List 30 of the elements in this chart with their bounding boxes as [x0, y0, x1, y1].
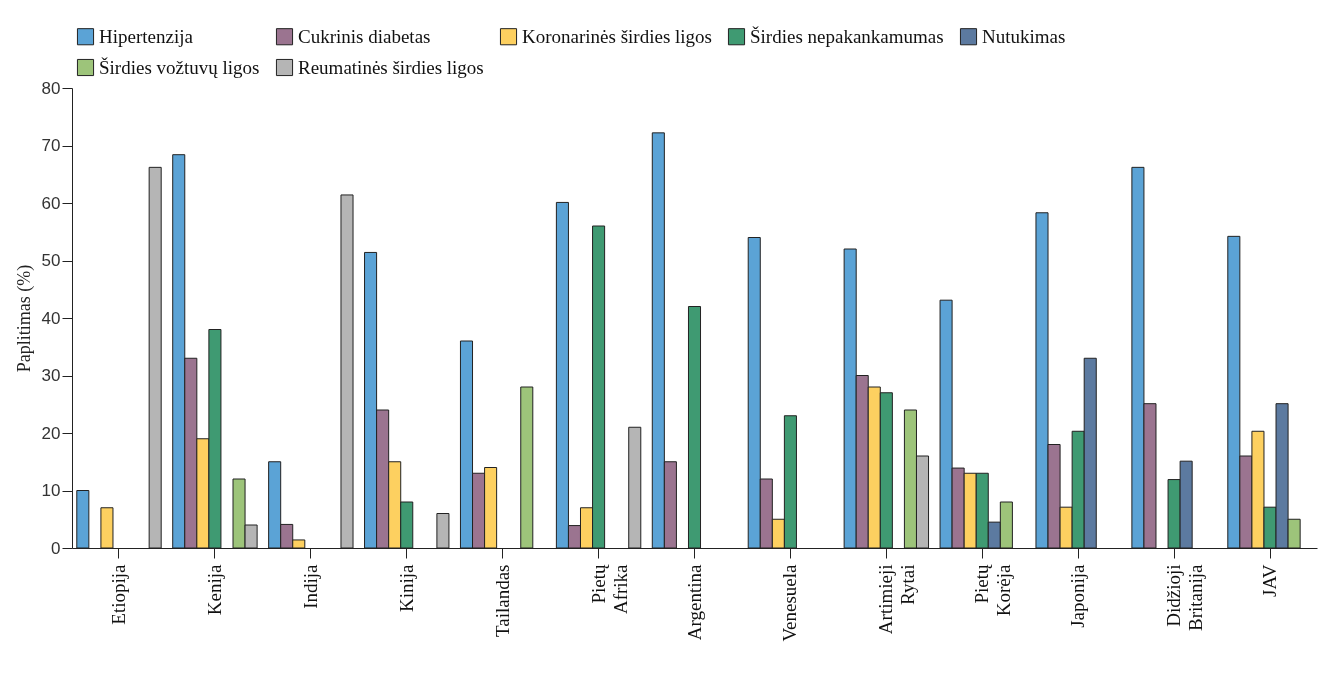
legend-label: Širdies vožtuvų ligos [99, 56, 260, 78]
x-tick-label: Pietų Afrika [587, 563, 631, 615]
x-tick-label: Artimieji Rytai [875, 564, 919, 635]
x-tick-label: Indija [299, 563, 321, 609]
legend-label: Koronarinės širdies ligos [522, 25, 712, 47]
y-tick-label: 40 [41, 308, 61, 328]
y-tick-label: 30 [41, 366, 61, 385]
x-tick-label: Etiopija [108, 563, 129, 625]
y-tick-label: 20 [41, 423, 61, 443]
legend-label: Reumatinės širdies ligos [298, 56, 484, 78]
x-tick-label: Kenija [203, 563, 225, 616]
x-tick-label: Kinija [395, 563, 417, 612]
x-tick-label: Didžioji Britanija [1163, 563, 1207, 631]
y-tick-label: 10 [41, 481, 61, 500]
legend-label: Cukrinis diabetas [298, 25, 431, 47]
x-tick-label: Tailandas [491, 564, 513, 638]
x-tick-label: Pietų Korėja [971, 563, 1015, 617]
x-tick-label: Japonija [1067, 563, 1089, 628]
y-tick-label: 60 [41, 193, 61, 213]
x-tick-label: Venesuela [779, 563, 801, 642]
y-tick-label: 70 [41, 136, 61, 155]
legend-label: Nutukimas [982, 25, 1066, 47]
legend-label: Hipertenzija [99, 25, 194, 47]
y-tick-label: 0 [51, 538, 61, 558]
x-tick-label: Argentina [683, 563, 705, 641]
y-tick-label: 50 [41, 251, 61, 270]
legend-label: Širdies nepakankamumas [750, 25, 944, 47]
y-tick-label: 80 [41, 78, 61, 98]
x-tick-label: JAV [1259, 564, 1280, 597]
y-axis-title: Paplitimas (%) [13, 264, 35, 373]
